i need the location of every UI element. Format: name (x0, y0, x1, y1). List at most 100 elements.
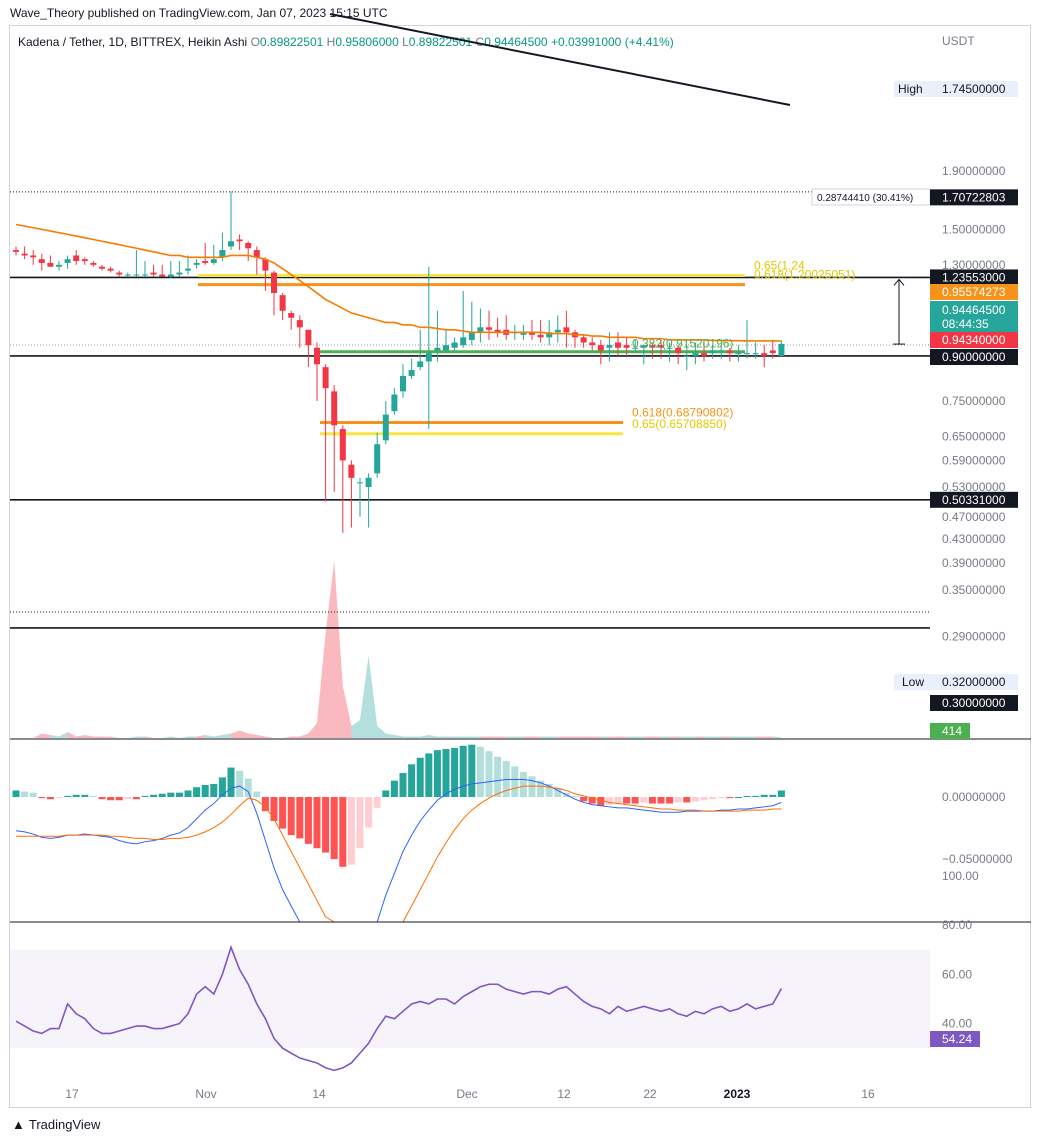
candle-body-37 (331, 391, 338, 426)
volume-segment-89 (772, 736, 782, 738)
volume-segment-8 (76, 735, 85, 738)
candle-body-29 (262, 259, 269, 271)
volume-segment-46 (403, 736, 412, 738)
macd-hist-bar-87 (760, 794, 768, 797)
volume-segment-44 (385, 733, 395, 738)
candle-body-80 (701, 353, 707, 356)
volume-segment-79 (686, 736, 696, 738)
label-current-bg (930, 301, 1018, 332)
candle-body-84 (735, 353, 742, 355)
volume-segment-27 (239, 730, 249, 738)
candle-body-11 (107, 268, 114, 271)
macd-hist-bar-9 (89, 795, 97, 797)
volume-segment-23 (205, 735, 214, 738)
label-0-900-text: 0.90000000 (942, 350, 1006, 364)
macd-hist-bar-75 (657, 797, 665, 804)
candle-body-7 (73, 255, 80, 262)
macd-hist-bar-70 (614, 797, 622, 804)
volume-segment-56 (489, 736, 498, 738)
price-tick-7: 0.59000000 (942, 453, 1006, 467)
candle-body-48 (425, 353, 432, 362)
macd-tick-0: 0.00000000 (942, 790, 1006, 804)
price-tick-1: 1.50000000 (942, 222, 1006, 236)
macd-hist-bar-3 (38, 797, 46, 799)
chart-frame (9, 25, 1031, 1108)
candle-body-82 (718, 350, 725, 352)
fib-top-0618-label: 0.618(1.20025051) (754, 268, 855, 282)
macd-hist-bar-68 (597, 797, 605, 806)
volume-segment-53 (463, 736, 472, 738)
rsi-tick-3: 40.00 (942, 1017, 972, 1031)
macd-hist-bar-63 (554, 788, 562, 797)
macd-hist-bar-85 (743, 795, 751, 797)
candle-body-59 (520, 332, 527, 335)
volume-value: 414 (942, 724, 962, 738)
candle-body-35 (314, 347, 320, 365)
volume-segment-70 (609, 736, 618, 738)
candle-body-42 (374, 444, 381, 474)
candle-body-19 (176, 272, 183, 275)
candle-body-17 (159, 274, 166, 277)
candle-body-88 (769, 350, 776, 354)
macd-hist-bar-7 (72, 794, 80, 797)
price-tick-13: 0.29000000 (942, 629, 1006, 643)
volume-segment-75 (652, 736, 661, 738)
volume-segment-3 (33, 733, 42, 738)
label-0-503-bg (930, 491, 1018, 508)
candle-body-81 (709, 350, 716, 354)
volume-segment-72 (626, 736, 636, 738)
macd-hist-bar-56 (494, 756, 502, 797)
measure-label: 0.28744410 (30.41%) (817, 193, 913, 204)
macd-hist-bar-37 (330, 797, 338, 860)
candle-body-69 (606, 345, 613, 348)
fib-top-065-label: 0.65(1.24 (754, 259, 805, 273)
volume-segment-42 (368, 655, 378, 738)
macd-hist-bar-8 (81, 794, 89, 797)
high-caption-bg (894, 81, 1018, 97)
macd-hist-bar-2 (29, 792, 37, 797)
low-label: L (402, 35, 409, 49)
volume-segment-12 (110, 736, 120, 738)
volume-segment-88 (764, 736, 773, 738)
rsi-value: 54.24 (942, 1032, 972, 1046)
candle-body-39 (348, 464, 355, 478)
candle-body-34 (305, 329, 312, 346)
volume-segment-78 (678, 736, 687, 738)
candle-body-26 (236, 239, 243, 242)
macd-hist-bar-61 (537, 780, 545, 797)
candle-body-79 (692, 353, 699, 356)
volume-segment-20 (179, 736, 188, 738)
candle-body-0 (13, 250, 19, 252)
macd-hist-bar-6 (64, 795, 72, 797)
low-caption: Low (902, 675, 924, 689)
macd-hist-bar-30 (270, 797, 278, 821)
candle-body-76 (666, 347, 673, 349)
macd-hist-bar-78 (683, 797, 691, 803)
macd-hist-bar-46 (408, 764, 416, 797)
volume-segment-76 (661, 736, 670, 738)
volume-segment-85 (738, 736, 747, 738)
symbol-legend[interactable]: Kadena / Tether, 1D, BITTREX, Heikin Ash… (18, 35, 674, 49)
candle-body-31 (279, 295, 286, 311)
candle-body-46 (408, 370, 415, 376)
label-0-943-bg (930, 332, 1018, 348)
tradingview-logo-icon: ▲ (12, 1117, 25, 1132)
macd-hist-bar-12 (115, 797, 123, 801)
macd-hist-bar-47 (416, 757, 424, 797)
macd-hist-bar-34 (304, 797, 312, 844)
macd-hist-bar-14 (132, 797, 140, 800)
volume-segment-35 (308, 723, 317, 738)
macd-hist-bar-33 (296, 797, 304, 839)
high-label: H (326, 35, 336, 49)
volume-segment-62 (540, 736, 550, 738)
tradingview-logo[interactable]: ▲ TradingView (12, 1117, 100, 1132)
time-tick-6: 2023 (724, 1087, 751, 1101)
volume-segment-10 (93, 736, 102, 738)
macd-hist-bar-19 (175, 792, 183, 797)
candle-body-73 (640, 345, 647, 348)
trend-line (329, 13, 791, 106)
macd-hist-bar-76 (666, 797, 674, 804)
rsi-band (10, 949, 930, 1049)
candle-body-36 (322, 367, 329, 389)
